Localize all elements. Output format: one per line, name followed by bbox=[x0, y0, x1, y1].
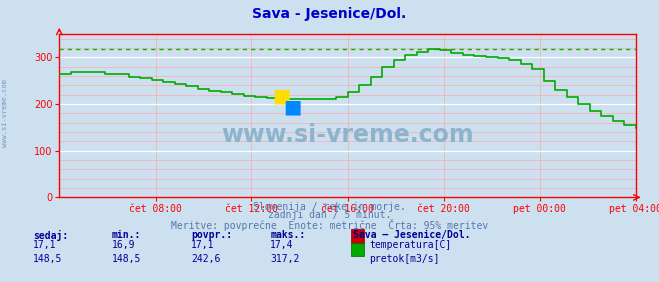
Text: pretok[m3/s]: pretok[m3/s] bbox=[369, 254, 440, 264]
Text: ■: ■ bbox=[272, 87, 291, 105]
Text: www.si-vreme.com: www.si-vreme.com bbox=[221, 123, 474, 147]
Text: maks.:: maks.: bbox=[270, 230, 305, 240]
Text: Meritve: povprečne  Enote: metrične  Črta: 95% meritev: Meritve: povprečne Enote: metrične Črta:… bbox=[171, 219, 488, 231]
Text: temperatura[C]: temperatura[C] bbox=[369, 240, 451, 250]
Text: www.si-vreme.com: www.si-vreme.com bbox=[2, 79, 9, 147]
Text: 16,9: 16,9 bbox=[112, 240, 136, 250]
Text: sedaj:: sedaj: bbox=[33, 230, 68, 241]
Text: 148,5: 148,5 bbox=[33, 254, 63, 264]
Text: Sava – Jesenice/Dol.: Sava – Jesenice/Dol. bbox=[353, 230, 470, 240]
Text: 317,2: 317,2 bbox=[270, 254, 300, 264]
Text: Slovenija / reke in morje.: Slovenija / reke in morje. bbox=[253, 202, 406, 212]
Text: 17,1: 17,1 bbox=[33, 240, 57, 250]
Text: ■: ■ bbox=[283, 98, 302, 117]
Text: povpr.:: povpr.: bbox=[191, 230, 232, 240]
Text: 17,4: 17,4 bbox=[270, 240, 294, 250]
Text: 242,6: 242,6 bbox=[191, 254, 221, 264]
Text: min.:: min.: bbox=[112, 230, 142, 240]
Text: Sava - Jesenice/Dol.: Sava - Jesenice/Dol. bbox=[252, 7, 407, 21]
Text: 148,5: 148,5 bbox=[112, 254, 142, 264]
Text: zadnji dan / 5 minut.: zadnji dan / 5 minut. bbox=[268, 210, 391, 220]
Text: 17,1: 17,1 bbox=[191, 240, 215, 250]
